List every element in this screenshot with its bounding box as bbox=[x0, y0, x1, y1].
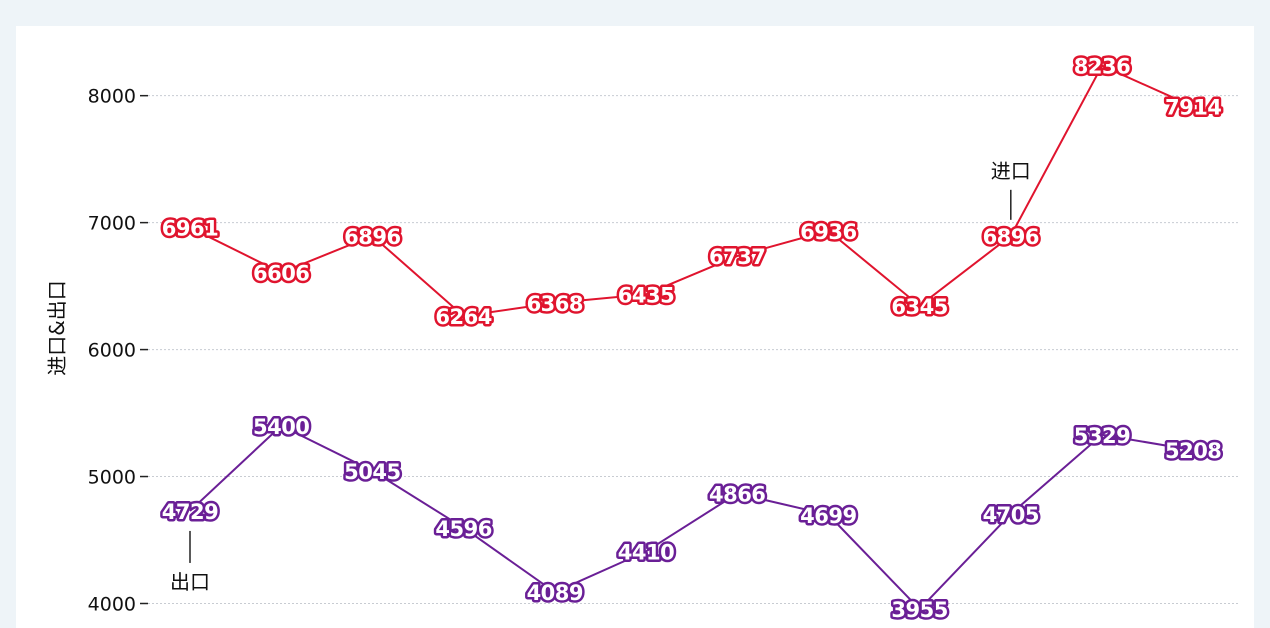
series-line bbox=[189, 64, 1194, 318]
data-label: 6896 bbox=[344, 225, 400, 249]
series-layer: 6961 6606 6896 6264 6368 6435 6737 6936 6345 6896… bbox=[159, 52, 1224, 625]
data-label: 5208 bbox=[1165, 439, 1221, 463]
y-axis-title: 进口&出口 bbox=[45, 280, 69, 376]
data-label: 4410 bbox=[618, 540, 674, 564]
data-label: 6264 bbox=[435, 305, 491, 329]
data-label: 4866 bbox=[709, 483, 765, 507]
series-line bbox=[189, 424, 1194, 611]
data-label: 6345 bbox=[891, 295, 947, 319]
data-label: 5400 bbox=[253, 415, 309, 439]
data-label: 4705 bbox=[983, 503, 1039, 527]
data-label: 6368 bbox=[527, 292, 583, 316]
data-label: 4089 bbox=[527, 581, 583, 605]
data-label: 5045 bbox=[344, 460, 400, 484]
data-label: 3955 bbox=[891, 598, 947, 622]
y-tick-label: 8000 bbox=[88, 86, 136, 108]
grid-lines bbox=[148, 95, 1238, 604]
data-label: 8236 bbox=[1074, 55, 1130, 79]
y-tick-label: 4000 bbox=[88, 593, 136, 615]
y-tick-label: 5000 bbox=[88, 467, 136, 489]
data-label: 6435 bbox=[618, 283, 674, 307]
data-label: 6606 bbox=[253, 262, 309, 286]
data-label: 4699 bbox=[800, 504, 856, 528]
data-label: 6896 bbox=[983, 225, 1039, 249]
data-label: 4596 bbox=[435, 517, 491, 541]
series-annotation: 进口 bbox=[991, 159, 1031, 183]
data-label: 6936 bbox=[800, 220, 856, 244]
series-1: 6961 6606 6896 6264 6368 6435 6737 6936 6345 6896… bbox=[159, 52, 1224, 331]
series-2: 4729 5400 5045 4596 4089 4410 4866 4699 3955 4705… bbox=[159, 412, 1224, 624]
y-tick-label: 6000 bbox=[88, 340, 136, 362]
data-label: 6737 bbox=[709, 245, 765, 269]
data-label: 7914 bbox=[1165, 96, 1221, 120]
series-annotation: 出口 bbox=[170, 570, 210, 594]
line-chart: 4000 5000 6000 7000 8000 进口&出口 6961 6606 6896 6… bbox=[16, 26, 1254, 628]
data-label: 4729 bbox=[162, 500, 218, 524]
data-label: 6961 bbox=[162, 217, 218, 241]
y-axis: 4000 5000 6000 7000 8000 bbox=[88, 86, 148, 615]
data-label: 5329 bbox=[1074, 424, 1130, 448]
y-tick-label: 7000 bbox=[88, 213, 136, 235]
